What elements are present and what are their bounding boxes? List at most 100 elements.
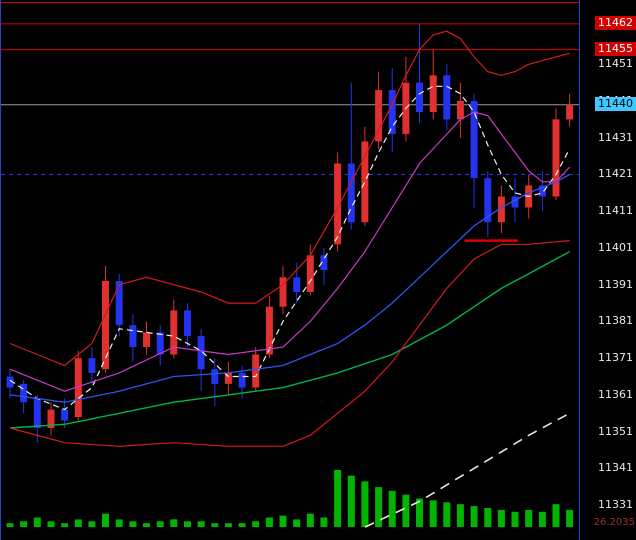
volume-bar <box>156 521 164 527</box>
volume-bar <box>361 481 369 527</box>
volume-bar <box>6 523 14 527</box>
volume-bar <box>497 509 505 527</box>
volume-bar <box>184 521 191 527</box>
price-tag-11455: 11455 <box>595 41 636 56</box>
price-tick: 11361 <box>598 387 633 401</box>
volume-bar <box>484 508 492 527</box>
candle <box>347 82 355 230</box>
candle <box>224 361 232 395</box>
price-tag-11440: 11440 <box>595 96 636 111</box>
volume-bar <box>129 521 137 527</box>
candle <box>115 273 123 337</box>
volume-bar <box>511 511 519 527</box>
volume-bar <box>47 521 55 527</box>
chart-top-border <box>1 2 636 3</box>
price-tick: 11431 <box>598 130 633 144</box>
volume-bar <box>443 502 451 527</box>
price-tick: 11341 <box>598 461 633 475</box>
volume-bar <box>320 517 328 527</box>
volume-bar <box>566 509 574 527</box>
volume-bar <box>375 487 383 527</box>
ma-mid-magenta <box>9 111 571 392</box>
candle <box>306 244 314 296</box>
volume-bar <box>170 519 178 527</box>
candle <box>74 350 82 421</box>
volume-bar <box>238 523 246 527</box>
volume-bar <box>402 494 410 527</box>
volume-bar <box>470 506 478 527</box>
candle <box>443 64 451 131</box>
price-tick: 11421 <box>598 167 633 181</box>
candle <box>470 93 478 208</box>
volume-bar <box>115 519 123 527</box>
volume-bar <box>279 515 287 527</box>
candle <box>320 248 328 285</box>
volume-bar <box>211 523 219 527</box>
price-tick: 11411 <box>598 204 633 218</box>
volume-bar <box>347 475 355 527</box>
candle <box>388 68 396 153</box>
candle <box>334 152 342 252</box>
candle <box>552 108 560 201</box>
volume-bar <box>265 517 273 527</box>
bottom-axis-label: 26.2035 <box>593 517 635 528</box>
price-tick: 11381 <box>598 314 633 328</box>
volume-bar <box>429 500 437 527</box>
volume-bar <box>252 521 260 527</box>
volume-bar <box>88 521 96 527</box>
candle <box>361 126 369 226</box>
volume-bar <box>552 504 560 527</box>
candle <box>143 321 150 355</box>
volume-bar <box>456 504 464 527</box>
volume-bar <box>197 521 205 527</box>
price-tick: 11451 <box>598 57 633 71</box>
volume-bar <box>33 517 41 527</box>
price-axis[interactable]: 26.2035 11451114411143111421114111140111… <box>579 0 636 540</box>
band-lower-red <box>9 240 570 447</box>
volume-bar <box>538 511 546 527</box>
candle <box>61 398 69 428</box>
candle <box>456 82 464 138</box>
volume-bar <box>61 523 69 527</box>
candle <box>184 303 191 348</box>
candle <box>6 369 14 399</box>
candle <box>102 266 109 373</box>
volume-bar <box>143 523 150 527</box>
price-tick: 11391 <box>598 277 633 291</box>
volume-bar <box>306 513 314 527</box>
ma-long-green <box>9 250 570 429</box>
price-tick: 11351 <box>598 424 633 438</box>
ma-slow-blue <box>9 173 570 403</box>
candle <box>170 299 178 359</box>
candle <box>279 266 287 315</box>
candle <box>497 185 505 234</box>
candle <box>88 347 96 384</box>
volume-bar <box>388 490 396 527</box>
volume-bar <box>74 519 82 527</box>
volume-bar <box>334 470 342 527</box>
ma-fast-white-dashed <box>9 85 571 411</box>
price-tick: 11331 <box>598 498 633 512</box>
candle <box>484 170 492 237</box>
band-upper-red <box>9 30 570 367</box>
candle <box>375 71 383 149</box>
candle <box>47 402 55 436</box>
candle <box>197 328 205 392</box>
volume-bar <box>293 519 301 527</box>
volume-trend-white-dashed <box>364 412 570 528</box>
price-tick: 11401 <box>598 240 633 254</box>
candle <box>538 170 546 212</box>
volume-bar <box>20 521 28 527</box>
volume-bar <box>224 523 232 527</box>
candle <box>129 314 137 362</box>
candle <box>156 325 164 366</box>
price-tag-11462: 11462 <box>595 15 636 30</box>
candle <box>566 93 574 127</box>
volume-bar <box>525 509 533 527</box>
candle <box>429 49 437 120</box>
price-tick: 11371 <box>598 351 633 365</box>
candle <box>211 358 219 406</box>
volume-bar <box>416 498 423 527</box>
